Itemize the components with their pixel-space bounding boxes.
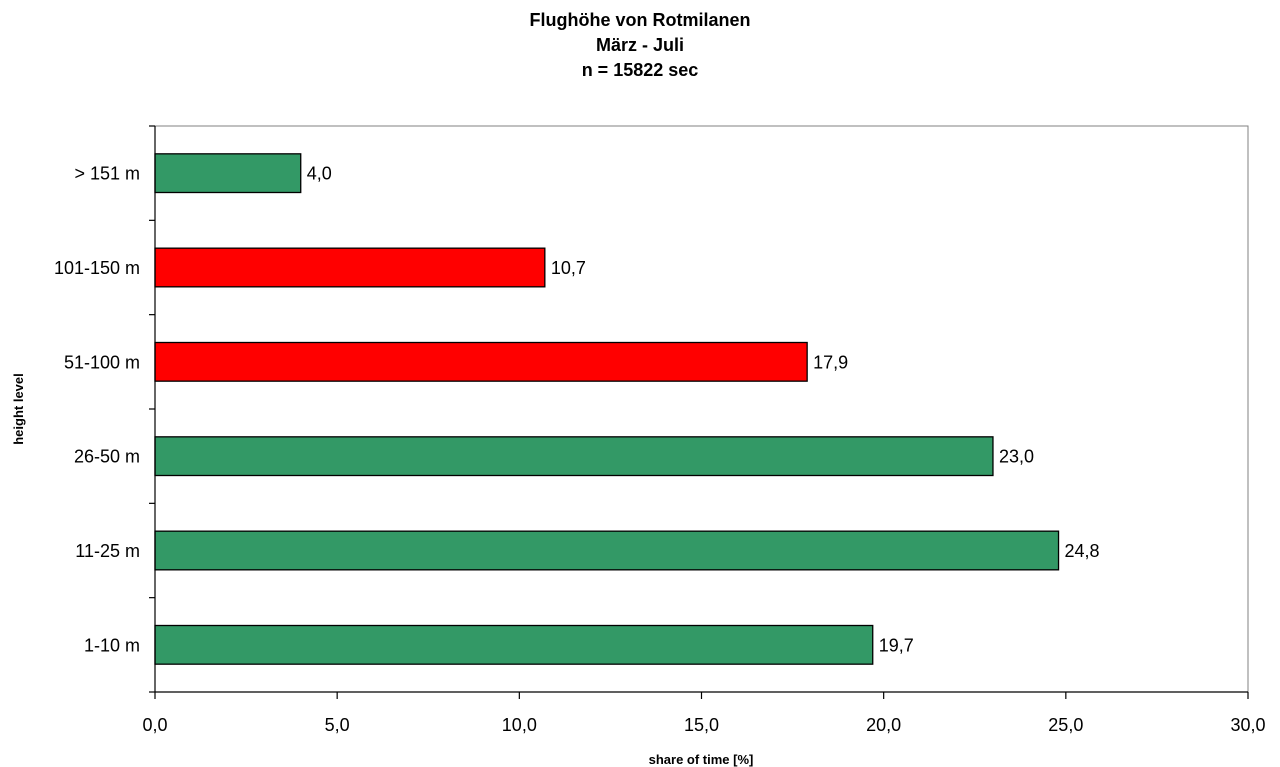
axes-layer: > 151 m 101-150 m 51-100 m 26-50 m 11-25 m 1-… [54, 125, 1266, 735]
bar-4 [154, 530, 1060, 571]
value-label-3: 23,0 [999, 447, 1034, 467]
x-axis-title: share of time [%] [649, 752, 754, 767]
bar-0 [154, 153, 302, 194]
chart-title-block: Flughöhe von Rotmilanen März - Juli n = … [0, 8, 1280, 83]
bar-1 [154, 247, 546, 288]
y-tick-label-3: 26-50 m [74, 447, 140, 467]
bar-5 [154, 624, 874, 665]
x-tick-label-0: 0,0 [142, 715, 167, 735]
x-tick-label-2: 10,0 [502, 715, 537, 735]
y-tick-label-1: 101-150 m [54, 258, 140, 278]
bar-2 [154, 341, 808, 382]
y-tick-label-5: 1-10 m [84, 635, 140, 655]
bar-3 [154, 436, 994, 477]
x-tick-label-1: 5,0 [325, 715, 350, 735]
bars-layer: 4,0 10,7 17,9 23,0 24,8 19,7 [154, 153, 1100, 665]
value-label-4: 24,8 [1065, 541, 1100, 561]
chart-title-line-3: n = 15822 sec [581, 60, 699, 80]
value-label-0: 4,0 [307, 164, 332, 184]
value-label-5: 19,7 [879, 635, 914, 655]
x-tick-label-6: 30,0 [1230, 715, 1265, 735]
x-tick-label-5: 25,0 [1048, 715, 1083, 735]
y-tick-label-4: 11-25 m [75, 541, 140, 561]
value-label-1: 10,7 [551, 258, 586, 278]
y-tick-label-2: 51-100 m [64, 352, 140, 372]
x-tick-label-4: 20,0 [866, 715, 901, 735]
y-axis-title: height level [11, 373, 26, 445]
y-tick-label-0: > 151 m [74, 164, 140, 184]
chart-title-line-1: Flughöhe von Rotmilanen [529, 10, 751, 30]
x-tick-label-3: 15,0 [684, 715, 719, 735]
value-label-2: 17,9 [813, 352, 848, 372]
chart-title-line-2: März - Juli [595, 35, 684, 55]
plot-area-border [154, 125, 1249, 693]
